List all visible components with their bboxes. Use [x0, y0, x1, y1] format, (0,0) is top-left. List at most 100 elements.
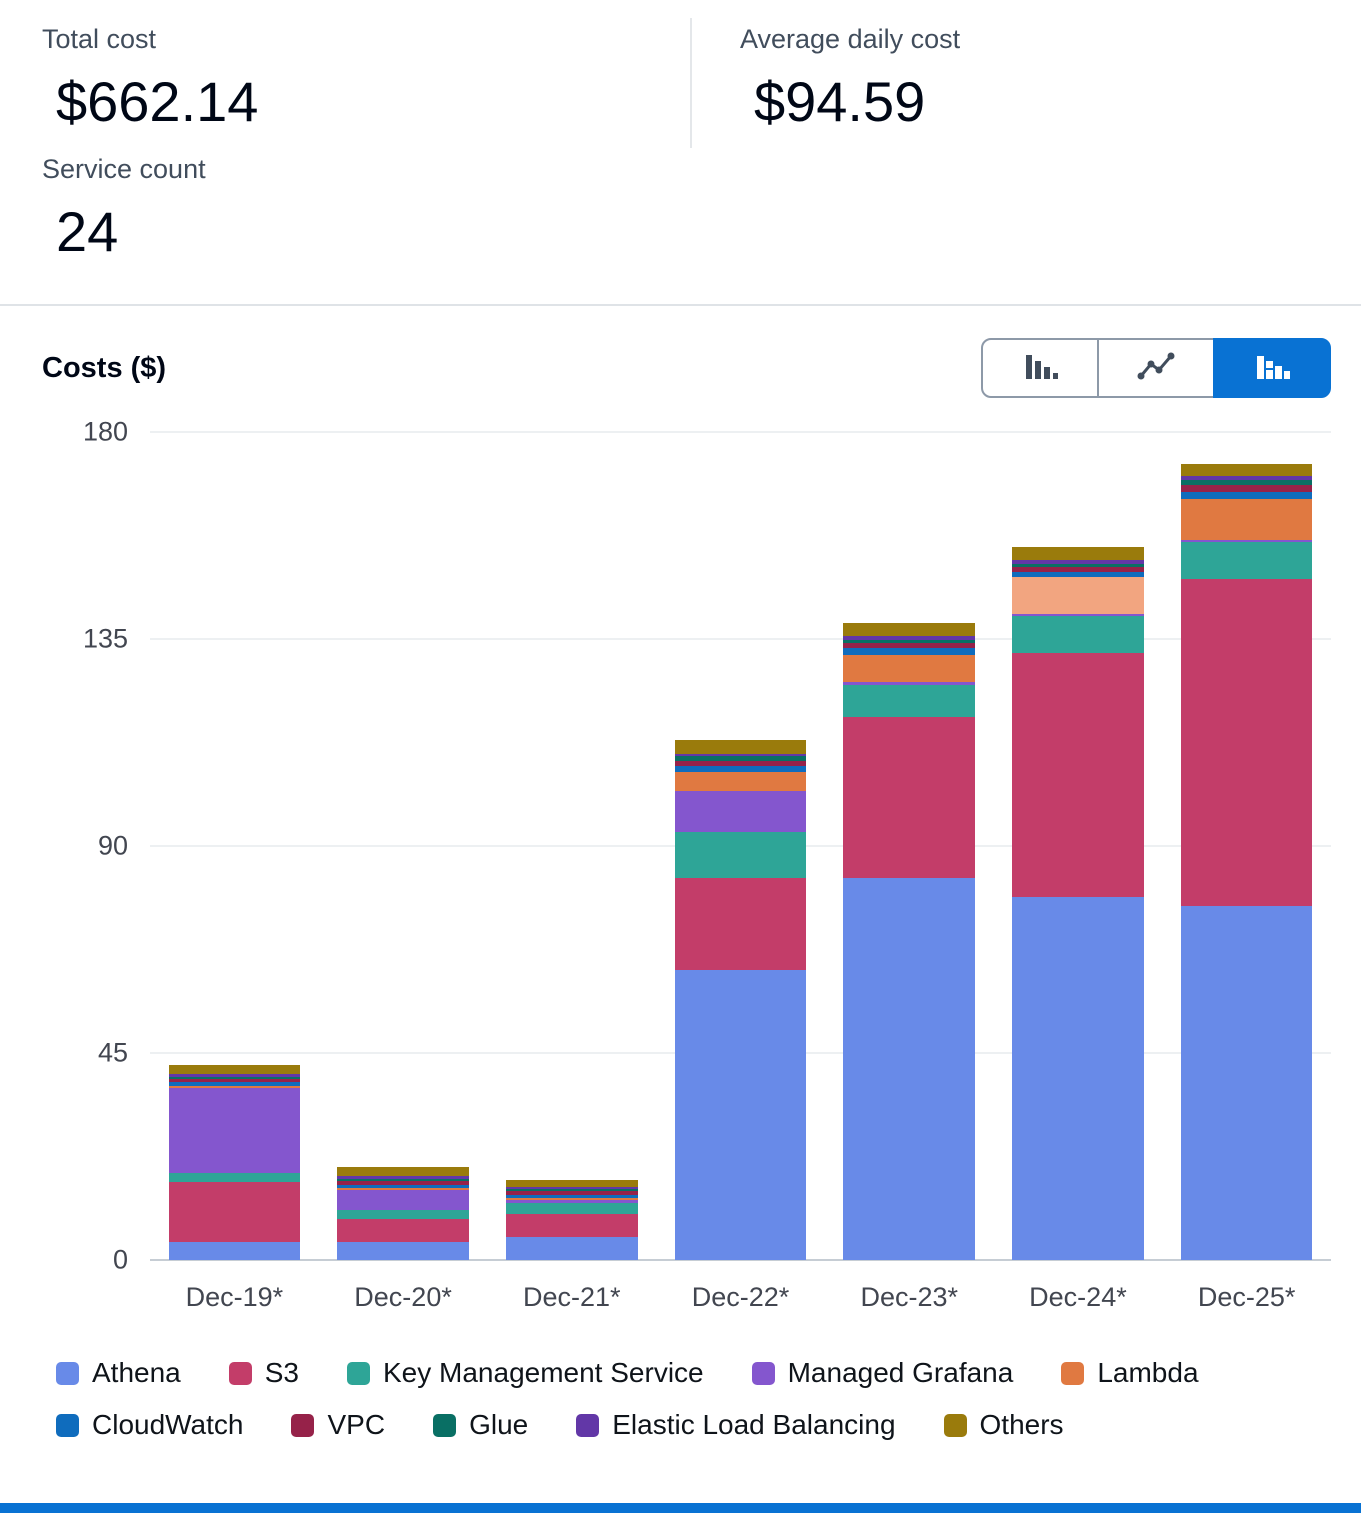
bar-segment[interactable] — [168, 1241, 301, 1260]
bar-segment[interactable] — [1180, 464, 1313, 476]
bar-segment[interactable] — [1012, 616, 1144, 653]
bar-segment[interactable] — [337, 1210, 469, 1219]
bar-segment[interactable] — [843, 682, 976, 686]
bar-segment[interactable] — [1012, 546, 1144, 561]
legend-item[interactable]: Others — [943, 1409, 1064, 1441]
gridline — [150, 638, 1331, 640]
legend-label: Glue — [469, 1409, 529, 1440]
bar-segment[interactable] — [168, 1076, 301, 1079]
bar-segment[interactable] — [843, 878, 976, 1260]
bar-segment[interactable] — [168, 1082, 301, 1087]
bar-segment[interactable] — [843, 647, 976, 655]
bar-segment[interactable] — [1180, 491, 1313, 499]
legend-item[interactable]: Lambda — [1061, 1357, 1199, 1389]
bar-segment[interactable] — [168, 1181, 301, 1242]
bar-segment[interactable] — [843, 654, 976, 683]
section-divider — [0, 304, 1361, 306]
legend-item[interactable]: CloudWatch — [56, 1409, 243, 1441]
stacked-bar[interactable] — [843, 432, 976, 1260]
avg-daily-cost-label: Average daily cost — [740, 24, 961, 54]
bar-segment[interactable] — [506, 1237, 638, 1260]
bar-segment[interactable] — [674, 790, 807, 833]
y-axis-label: 45 — [97, 1037, 128, 1068]
bar-segment[interactable] — [843, 622, 976, 637]
bar-segment[interactable] — [1180, 579, 1313, 906]
bar-segment[interactable] — [1012, 652, 1144, 897]
bar-segment[interactable] — [843, 685, 976, 718]
bar-segment[interactable] — [674, 832, 807, 879]
legend-item[interactable]: VPC — [291, 1409, 385, 1441]
bar-segment[interactable] — [506, 1199, 638, 1203]
stacked-bar[interactable] — [337, 432, 469, 1260]
bar-segment[interactable] — [337, 1179, 469, 1181]
bar-segment[interactable] — [337, 1176, 469, 1180]
bar-segment[interactable] — [1180, 484, 1313, 492]
bar-segment[interactable] — [1012, 896, 1144, 1260]
chart-area: 0 45 90 135 180 — [42, 417, 1331, 1275]
bar-segment[interactable] — [843, 717, 976, 879]
stacked-bar[interactable] — [1180, 432, 1313, 1260]
bar-segment[interactable] — [168, 1074, 301, 1077]
stacked-bar[interactable] — [674, 432, 807, 1260]
stacked-bar[interactable] — [506, 432, 638, 1260]
bar-segment[interactable] — [168, 1086, 301, 1088]
bar-segment[interactable] — [674, 756, 807, 761]
bar-chart-button[interactable] — [981, 338, 1099, 398]
stacked-bar[interactable] — [168, 432, 301, 1260]
bar-segment[interactable] — [337, 1167, 469, 1177]
bar-segment[interactable] — [674, 970, 807, 1260]
bar-segment[interactable] — [1180, 905, 1313, 1260]
bar-segment[interactable] — [674, 754, 807, 757]
bar-segment[interactable] — [1012, 560, 1144, 564]
bar-segment[interactable] — [506, 1214, 638, 1237]
bar-segment[interactable] — [674, 765, 807, 773]
bar-segment[interactable] — [168, 1065, 301, 1075]
bar-segment[interactable] — [337, 1241, 469, 1260]
bar-segment[interactable] — [674, 740, 807, 755]
y-axis-label: 0 — [112, 1244, 128, 1275]
bar-segment[interactable] — [506, 1194, 638, 1199]
bar-segment[interactable] — [674, 878, 807, 971]
legend-item[interactable]: Glue — [433, 1409, 528, 1441]
bar-segment[interactable] — [674, 760, 807, 766]
legend-item[interactable]: Elastic Load Balancing — [576, 1409, 896, 1441]
legend-item[interactable]: Athena — [56, 1357, 181, 1389]
bar-segment[interactable] — [506, 1198, 638, 1200]
bar-segment[interactable] — [337, 1218, 469, 1242]
bar-segment[interactable] — [506, 1189, 638, 1192]
y-axis-label: 90 — [97, 830, 128, 861]
stats-row-1: Total cost $662.14 Average daily cost $9… — [42, 18, 1319, 148]
bar-segment[interactable] — [337, 1184, 469, 1189]
bar-segment[interactable] — [506, 1180, 638, 1187]
bar-segment[interactable] — [337, 1180, 469, 1185]
bar-segment[interactable] — [168, 1087, 301, 1173]
bar-segment[interactable] — [168, 1078, 301, 1083]
bar-segment[interactable] — [168, 1172, 301, 1182]
bar-segment[interactable] — [843, 643, 976, 648]
legend-item[interactable]: Key Management Service — [347, 1357, 704, 1389]
bar-segment[interactable] — [1180, 475, 1313, 481]
bar-segment[interactable] — [506, 1186, 638, 1190]
bar-segment[interactable] — [1012, 614, 1144, 617]
bar-segment[interactable] — [1012, 577, 1144, 615]
legend-swatch — [291, 1413, 315, 1437]
bar-segment[interactable] — [1180, 480, 1313, 485]
bar-segment[interactable] — [1180, 498, 1313, 541]
bar-segment[interactable] — [506, 1191, 638, 1195]
line-chart-button[interactable] — [1097, 338, 1215, 398]
bar-segment[interactable] — [337, 1189, 469, 1211]
bar-segment[interactable] — [1012, 571, 1144, 578]
bar-segment[interactable] — [1180, 540, 1313, 543]
bar-segment[interactable] — [843, 636, 976, 640]
bar-segment[interactable] — [506, 1202, 638, 1214]
legend-item[interactable]: S3 — [228, 1357, 299, 1389]
stacked-bar[interactable] — [1012, 432, 1144, 1260]
bar-segment[interactable] — [674, 772, 807, 791]
stacked-bar-chart-button[interactable] — [1213, 338, 1331, 398]
bar-segment[interactable] — [1012, 567, 1144, 572]
bar-segment[interactable] — [1012, 563, 1144, 568]
bar-segment[interactable] — [337, 1188, 469, 1190]
bar-segment[interactable] — [1180, 542, 1313, 580]
bar-segment[interactable] — [843, 639, 976, 644]
legend-item[interactable]: Managed Grafana — [751, 1357, 1013, 1389]
